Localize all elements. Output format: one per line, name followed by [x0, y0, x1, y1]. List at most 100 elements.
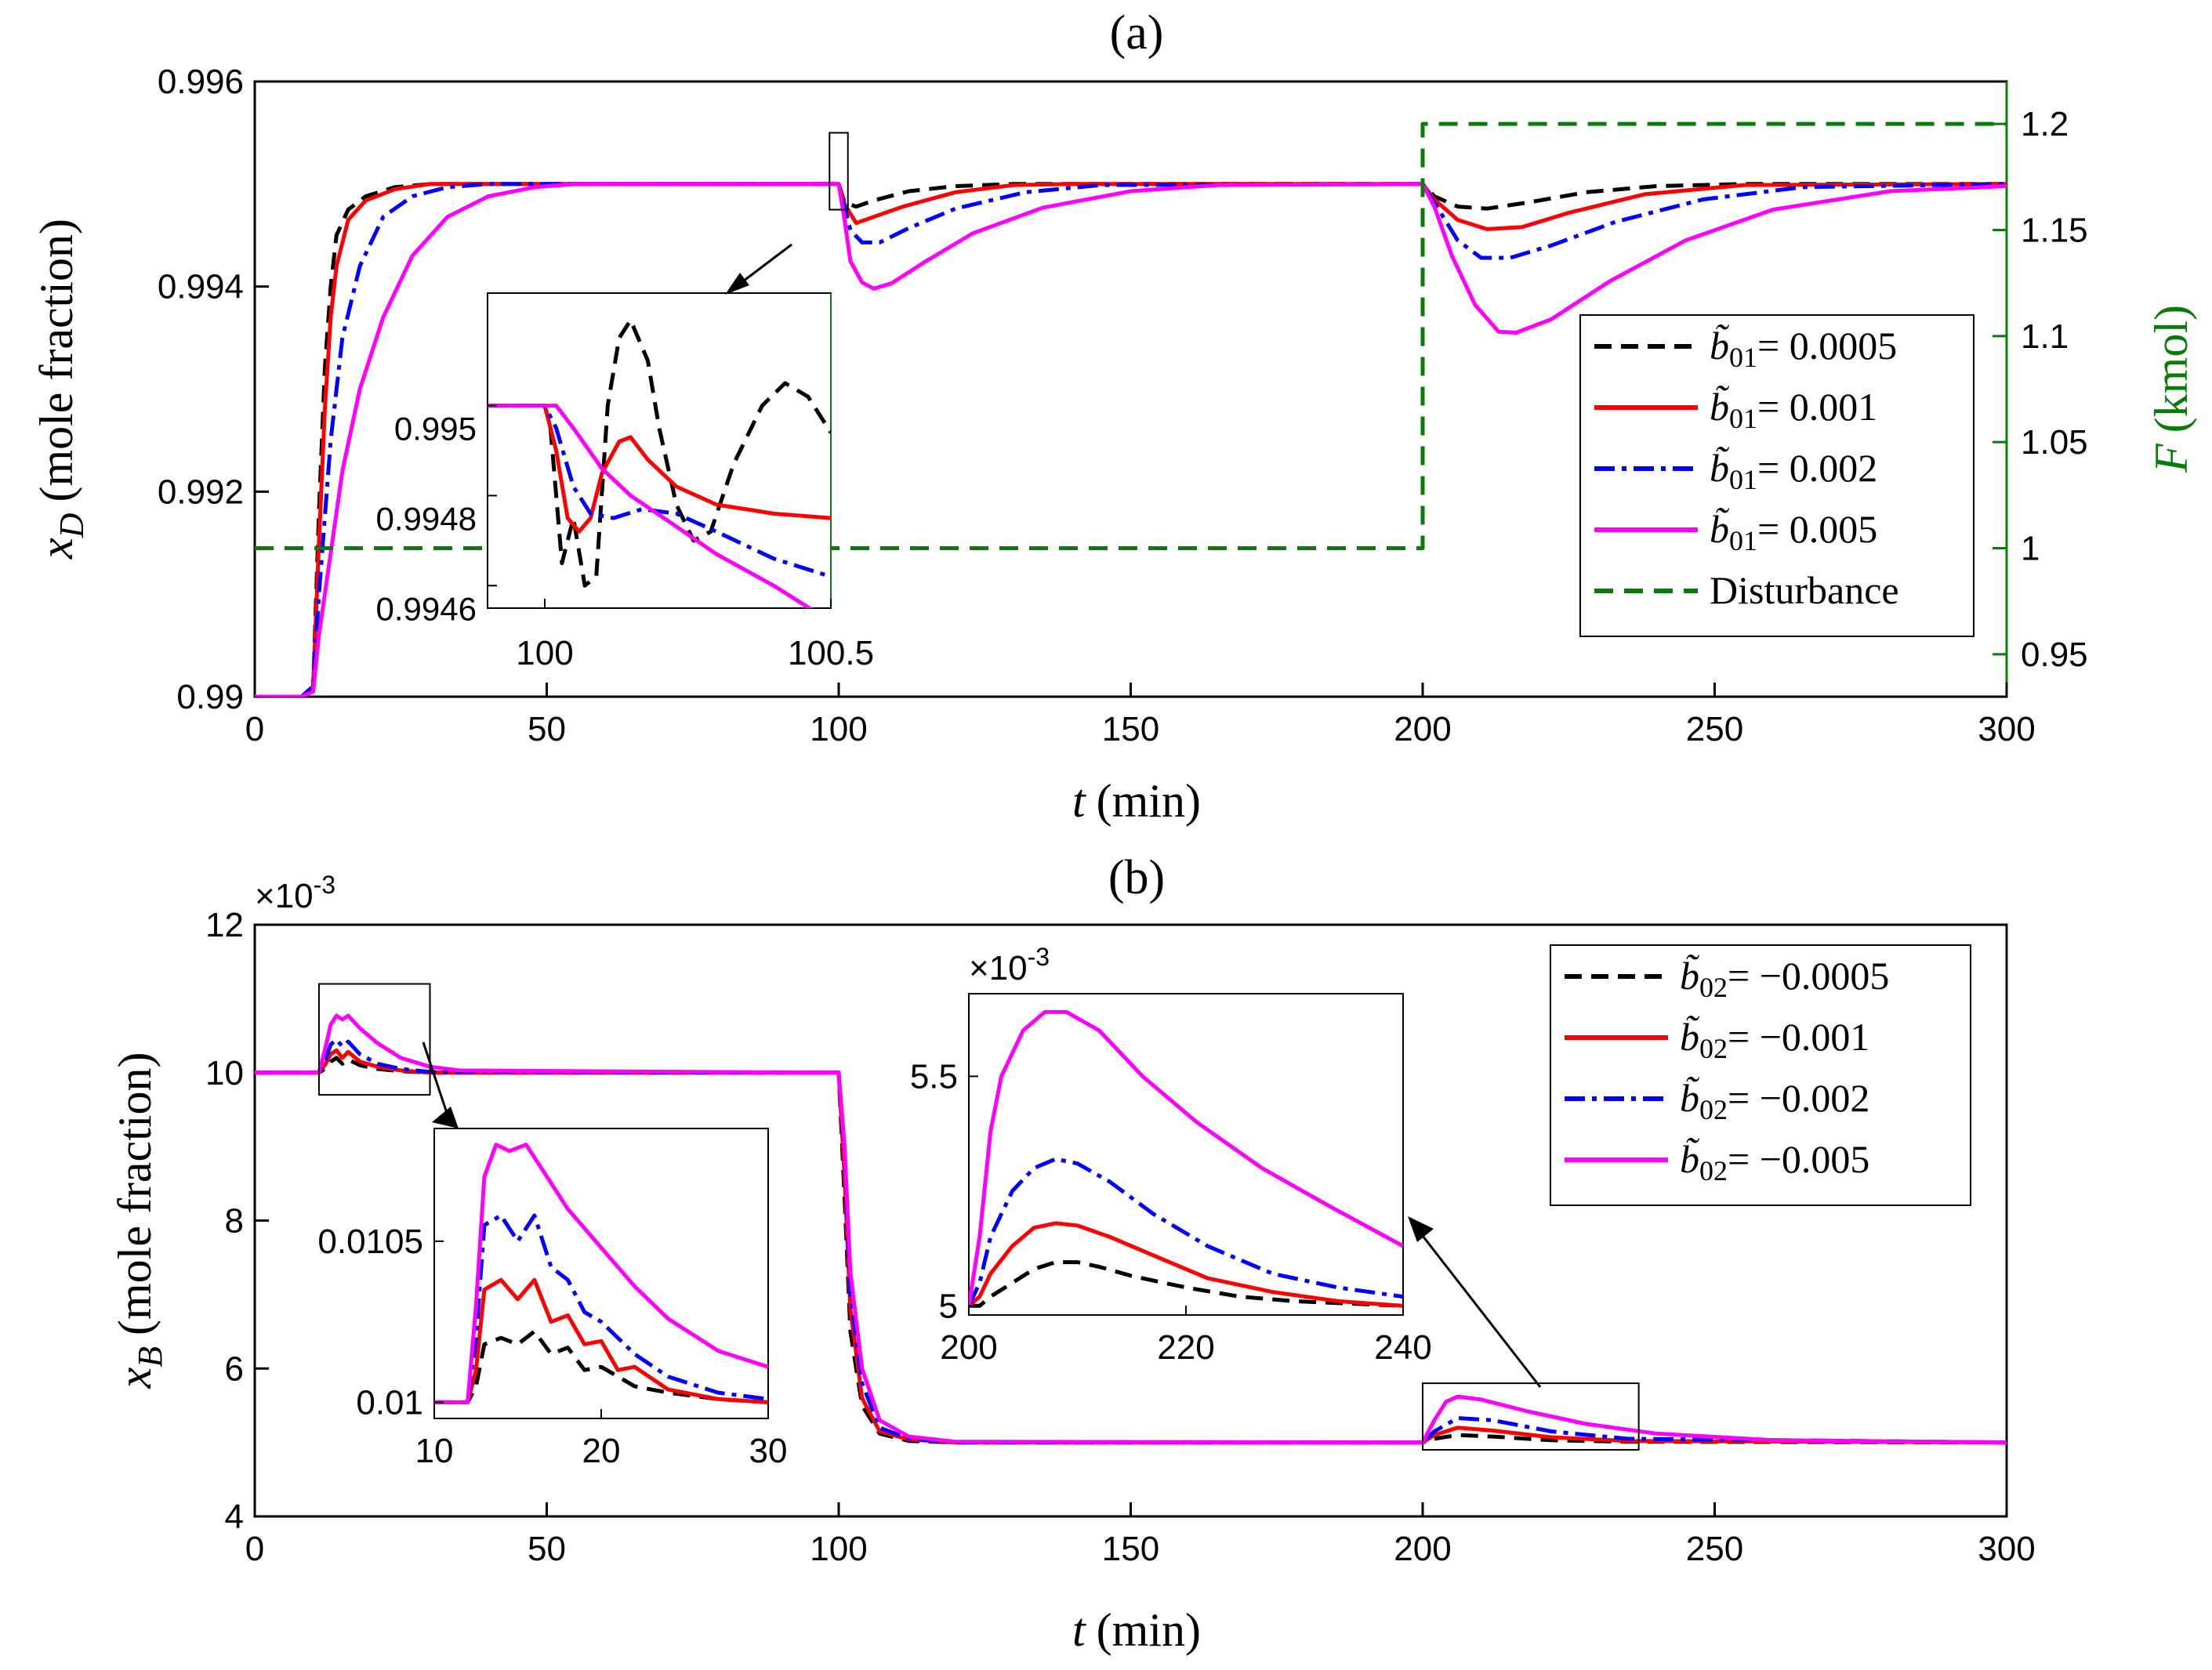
panel-b-inset-2: 200 220 240 5 5.5 [910, 993, 1432, 1367]
panel-a-inset: 100 100.5 0.9946 0.9948 0.995 [376, 292, 874, 672]
legend-a-label-2: b̃01= 0.002 [1710, 446, 1877, 495]
panel-a-zoom-rect [829, 132, 849, 211]
a-y-label-0: 0.99 [176, 678, 244, 716]
legend-a-label-3: b̃01= 0.005 [1710, 507, 1877, 556]
a-y2-label-2: 1.05 [2021, 423, 2088, 462]
panel-b-arrow-2-head [1408, 1216, 1434, 1242]
a-x-label-4: 200 [1394, 710, 1451, 748]
a-y2-label-0: 0.95 [2021, 636, 2088, 674]
panel-b-arrow-1-line [422, 1041, 450, 1118]
panel-b-zoom-rect-1 [1422, 1382, 1640, 1451]
a-x-label-3: 150 [1102, 710, 1159, 748]
b-x-label-2: 100 [810, 1530, 867, 1568]
panel-a-x-ticks: 0 50 100 150 200 250 300 [245, 683, 2036, 748]
a-y2-label-5: 1.2 [2021, 105, 2069, 143]
panel-b-zoom-boxes [317, 983, 1640, 1451]
panel-b: (b) 0 50 100 150 200 250 300 4 6 8 10 12 ×10-3 t (m… [109, 851, 2036, 1656]
b-x-label-3: 150 [1102, 1530, 1159, 1568]
panel-a-zoom-box [829, 132, 849, 211]
a-y2-label-1: 1 [2021, 530, 2040, 568]
b-y-label-1: 6 [225, 1349, 244, 1388]
a-2-series-0 [255, 182, 2007, 697]
panel-a-title: (a) [1110, 6, 1164, 60]
panel-b-y-ticks: 4 6 8 10 12 [205, 906, 269, 1536]
inset-b2-series-0 [969, 1260, 1403, 1308]
a-x-label-0: 0 [245, 710, 264, 748]
panel-b-arrow-1-head [432, 1107, 459, 1128]
b-series-3 [255, 1013, 2007, 1445]
inset-a-series-1 [488, 404, 831, 534]
b-x-label-0: 0 [245, 1530, 264, 1568]
panel-b-y-label: xB(mole fraction) [109, 1052, 169, 1389]
inset-b1-ylabel-0: 0.01 [356, 1383, 423, 1422]
a-y-label-3: 0.996 [158, 63, 244, 101]
b-y-label-0: 4 [225, 1498, 244, 1536]
inset-b2-series-1 [969, 1221, 1403, 1308]
inset-a-ylabel-1: 0.9948 [376, 500, 477, 537]
inset-b2-ylabel-0: 5 [939, 1287, 958, 1325]
panel-b-inset-1: 10 20 30 0.01 0.0105 [317, 1128, 787, 1470]
inset-b2-xlabel-1: 220 [1157, 1328, 1214, 1367]
a-x-label-5: 250 [1686, 710, 1743, 748]
b-y-label-4: 12 [205, 906, 244, 944]
legend-b-label-1: b̃02= −0.001 [1680, 1015, 1869, 1064]
panel-a-y-ticks: 0.99 0.992 0.994 0.996 [158, 63, 269, 716]
b-x-label-5: 250 [1686, 1530, 1743, 1568]
a-y2-label-3: 1.1 [2021, 317, 2069, 356]
legend-b-label-0: b̃02= −0.0005 [1680, 954, 1889, 1003]
inset-a-xlabel-0: 100 [516, 634, 573, 672]
inset-b1-series-3 [434, 1143, 768, 1404]
inset-b2-xlabel-0: 200 [940, 1328, 997, 1367]
a-x-label-6: 300 [1978, 710, 2035, 748]
panel-b-x-label: t (min) [1072, 1604, 1201, 1656]
a-3-series-0 [255, 182, 2007, 697]
legend-a-label-0: b̃01= 0.0005 [1710, 324, 1897, 373]
inset-b1-box [433, 1128, 769, 1419]
panel-b-zoom-rect-0 [317, 983, 431, 1096]
panel-a-x-label: t (min) [1072, 775, 1201, 827]
panel-a-legend: b̃01= 0.0005 b̃01= 0.001 b̃01= 0.002 b̃01= … [1579, 314, 1974, 637]
a-y2-label-4: 1.15 [2021, 211, 2088, 249]
inset-b2-ylabel-1: 5.5 [910, 1057, 958, 1096]
inset-b1-series-1 [434, 1277, 768, 1404]
b-y-label-3: 10 [205, 1054, 244, 1092]
legend-a-label-1: b̃01= 0.001 [1710, 385, 1877, 434]
b-y-label-2: 8 [225, 1202, 244, 1241]
inset-a-series-0 [488, 318, 831, 588]
inset-b1-series-0 [434, 1329, 768, 1404]
b-x-label-6: 300 [1978, 1530, 2035, 1568]
legend-a-box [1579, 314, 1974, 637]
panel-b-title: (b) [1108, 851, 1165, 904]
legend-b-label-3: b̃02= −0.005 [1680, 1137, 1869, 1186]
b-series-0 [255, 1056, 2007, 1445]
inset-b1-series-2 [434, 1213, 768, 1404]
a-y-label-2: 0.994 [158, 268, 244, 306]
inset-b1-xlabel-0: 10 [415, 1432, 454, 1470]
inset-a-box [487, 292, 832, 609]
a-y-label-1: 0.992 [158, 473, 244, 511]
a-x-label-1: 50 [528, 710, 566, 748]
inset-b2-series-2 [969, 1157, 1403, 1307]
inset-a-series-3 [488, 404, 814, 608]
a-1-series-0 [255, 182, 2007, 697]
panel-a-y2-ticks: 0.95 1 1.05 1.1 1.15 1.2 [1993, 105, 2088, 674]
panel-a-series [255, 121, 2007, 697]
a-x-label-2: 100 [810, 710, 867, 748]
inset-b1-xlabel-1: 20 [582, 1432, 621, 1470]
panel-b-exponent-label: ×10-3 [255, 871, 335, 915]
panel-b-legend: b̃02= −0.0005 b̃02= −0.001 b̃02= −0.002 b̃0… [1550, 944, 1971, 1206]
b-x-label-1: 50 [528, 1530, 566, 1568]
b-x-label-4: 200 [1394, 1530, 1451, 1568]
inset-b2-box [968, 993, 1404, 1316]
panel-b-inset-2-exponent: ×10-3 [969, 943, 1050, 987]
panel-b-series [255, 1013, 2007, 1445]
inset-a-series-2 [488, 404, 831, 579]
a-0-series-0 [255, 182, 2007, 697]
panel-a-zoom-arrowhead [725, 273, 749, 295]
a-4-series-0 [255, 121, 2007, 550]
panel-b-x-ticks: 0 50 100 150 200 250 300 [245, 1502, 2036, 1568]
inset-a-ylabel-0: 0.9946 [376, 590, 477, 627]
panel-a: (a) 0 50 100 150 200 250 300 0.990.9920.9940.9… [31, 6, 2197, 827]
inset-b2-xlabel-2: 240 [1374, 1328, 1431, 1367]
